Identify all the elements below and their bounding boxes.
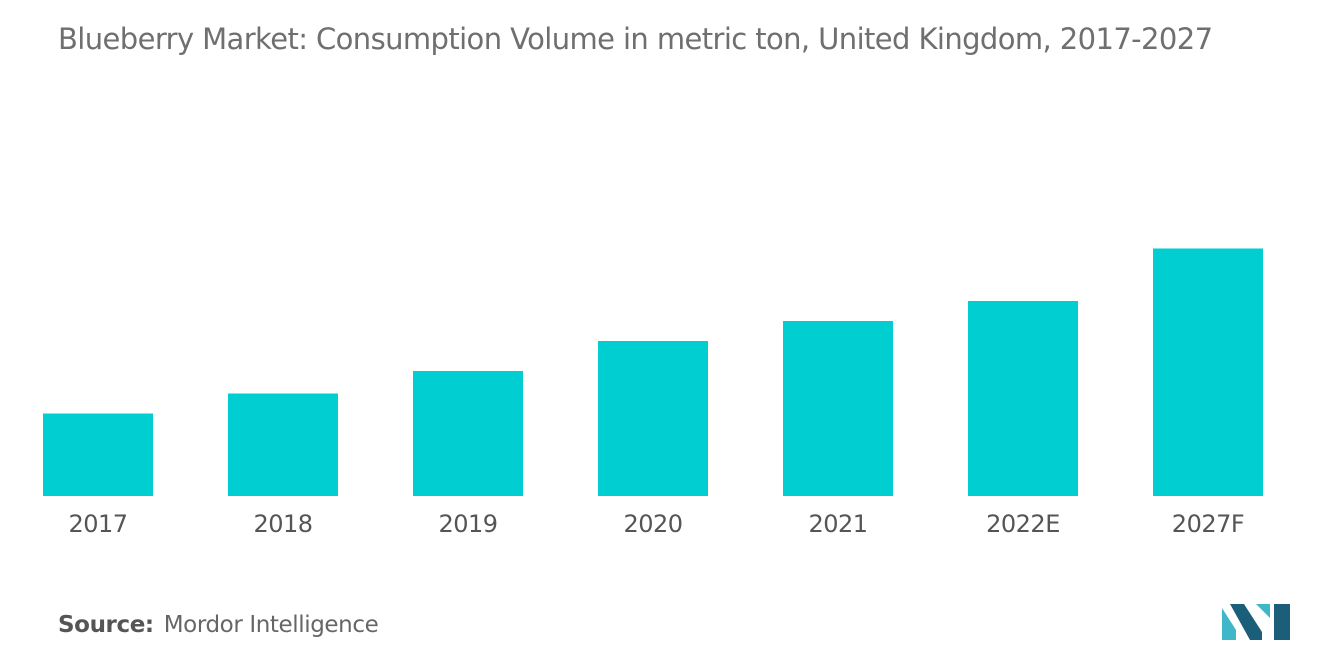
mordor-intelligence-logo-icon	[1222, 604, 1290, 640]
x-tick-label-2019: 2019	[438, 510, 497, 538]
bar-2020	[598, 341, 708, 496]
source-value: Mordor Intelligence	[163, 612, 379, 638]
bar-2019	[413, 371, 523, 496]
bars-group	[43, 248, 1263, 496]
bar-chart: 2017 2018 2019 2020 2021 2022E 2027F	[43, 248, 1263, 538]
x-tick-label-2021: 2021	[808, 510, 867, 538]
x-tick-label-2017: 2017	[68, 510, 127, 538]
source-note: Source: Mordor Intelligence	[58, 612, 379, 638]
bar-2017	[43, 413, 153, 496]
x-tick-label-2027f: 2027F	[1172, 510, 1244, 538]
bar-2018	[228, 393, 338, 496]
x-tick-label-2020: 2020	[623, 510, 682, 538]
chart-title: Blueberry Market: Consumption Volume in …	[58, 22, 1213, 56]
logo-shape-mid	[1230, 604, 1262, 640]
bar-2022e	[968, 301, 1078, 496]
x-tick-label-2018: 2018	[253, 510, 312, 538]
bar-2027f	[1153, 248, 1263, 496]
logo-shape-left	[1222, 608, 1236, 640]
logo-shape-right	[1274, 604, 1290, 640]
source-label: Source:	[58, 612, 154, 638]
logo-shape-midright	[1256, 604, 1270, 618]
x-axis-labels: 2017 2018 2019 2020 2021 2022E 2027F	[68, 510, 1244, 538]
bar-2021	[783, 321, 893, 496]
x-tick-label-2022e: 2022E	[986, 510, 1060, 538]
